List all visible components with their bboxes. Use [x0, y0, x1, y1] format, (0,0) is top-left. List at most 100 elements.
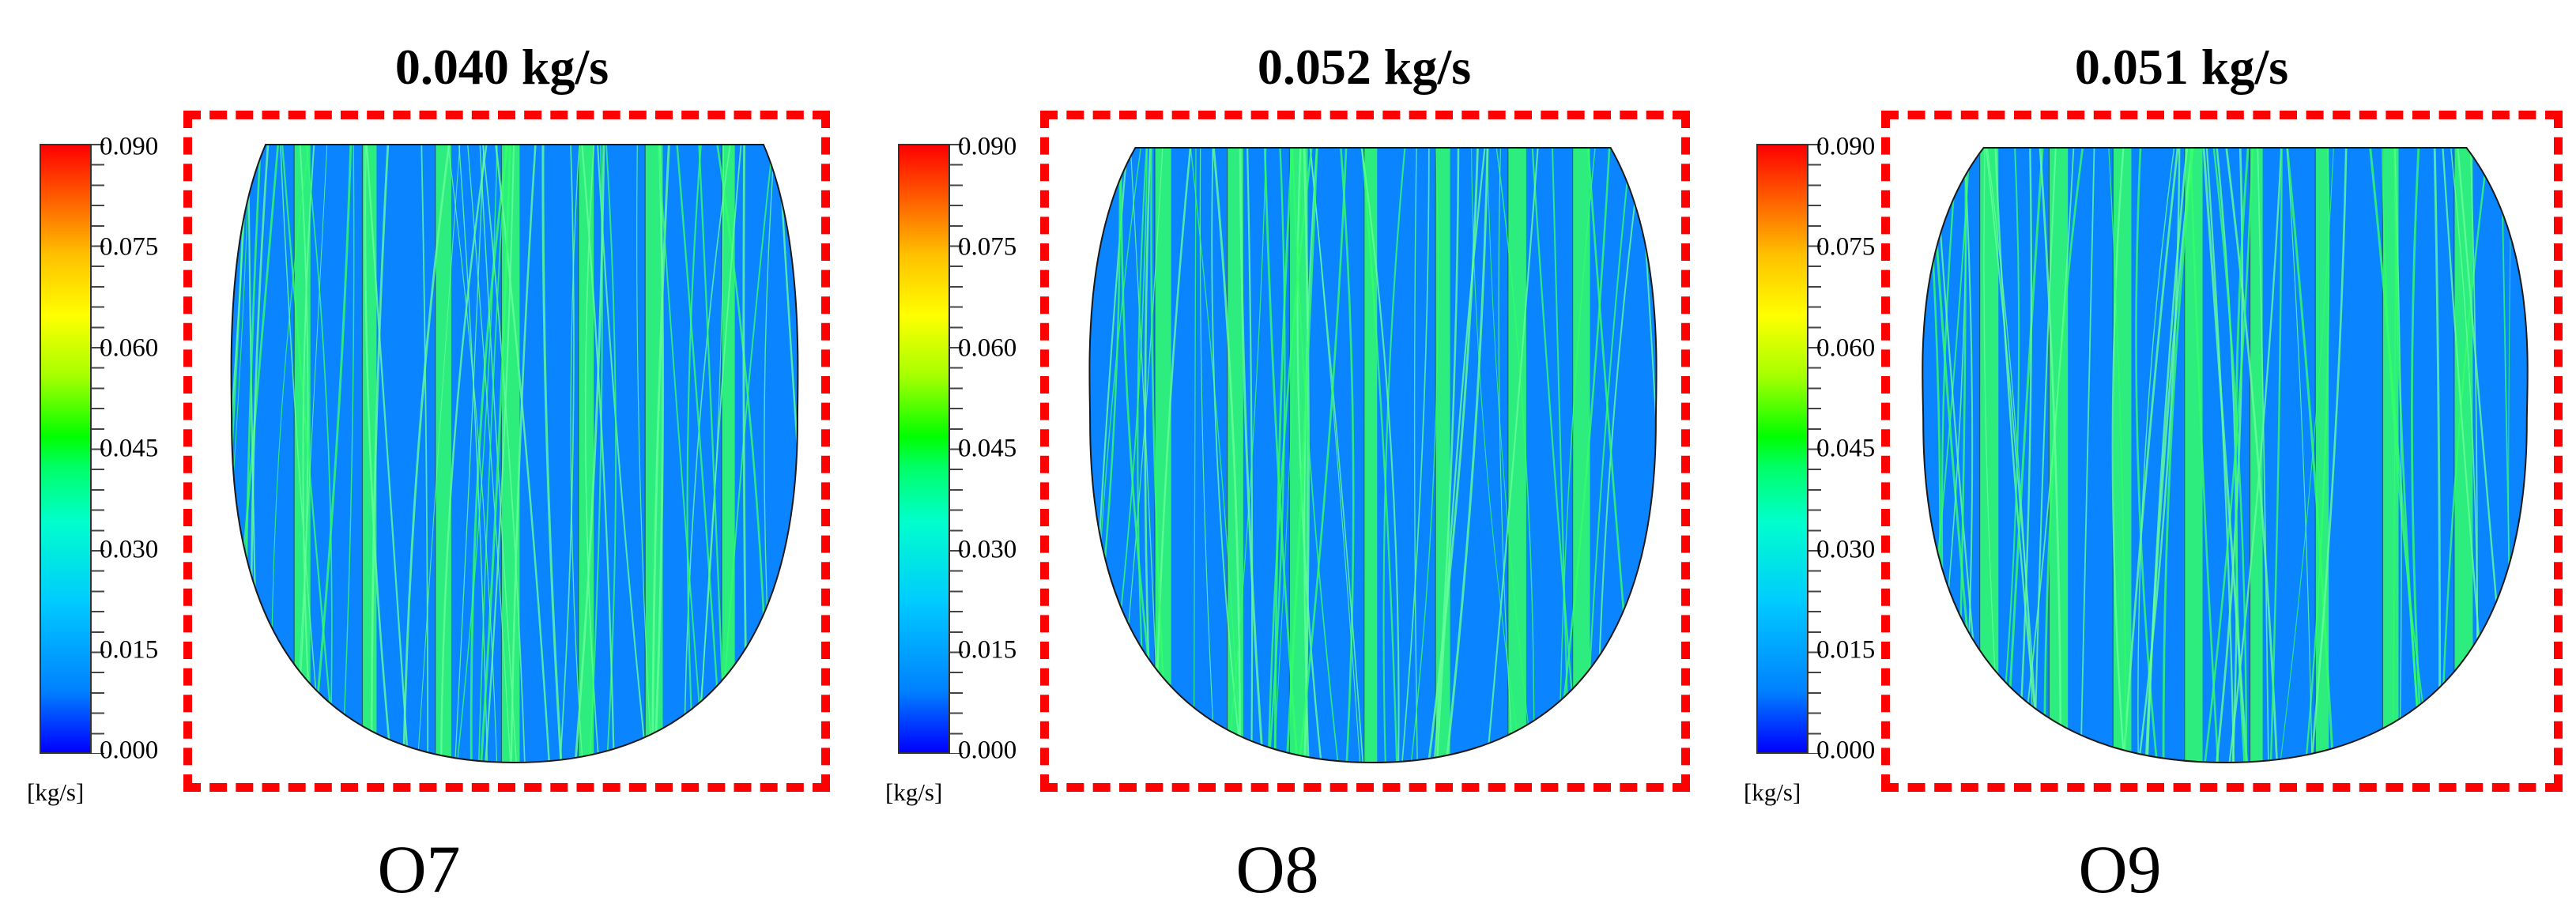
highlight-box — [1881, 111, 2563, 792]
colorbar-tick: 0.030 — [1816, 535, 1876, 564]
streamline — [2121, 148, 2179, 763]
streamline — [1554, 148, 1611, 763]
flow-channel — [1155, 148, 1171, 763]
colorbar-tick: 0.015 — [100, 635, 159, 665]
panel-label: O9 — [2078, 831, 2162, 907]
flow-channel — [1507, 148, 1526, 763]
streamline — [1435, 148, 1486, 763]
flow-rate-title: 0.040 kg/s — [394, 39, 609, 95]
streamline — [2257, 148, 2269, 763]
streamline — [370, 145, 390, 763]
field-outline — [230, 144, 799, 764]
streamline — [1213, 148, 1241, 763]
streamline — [470, 145, 509, 763]
field-outline — [1088, 147, 1658, 764]
flow-channel — [1363, 148, 1378, 763]
colorbar-tick: 0.000 — [100, 736, 159, 765]
flow-channel — [2315, 148, 2329, 763]
flow-channel — [1289, 148, 1308, 763]
streamline — [365, 145, 410, 763]
colorbar-tick: 0.090 — [1816, 132, 1876, 161]
streamline — [573, 145, 605, 763]
colorbar-tick: 0.075 — [1816, 232, 1876, 262]
panel-o9: 0.051 kg/s 0.090 0.075 0.060 0.045 0.030… — [1717, 0, 2575, 919]
streamline — [1432, 148, 1460, 763]
streamline — [341, 145, 355, 763]
flow-channel — [1572, 148, 1590, 763]
streamline — [2145, 148, 2189, 763]
streamline — [2411, 148, 2425, 763]
field-content — [231, 145, 798, 763]
colorbar-tick: 0.015 — [1816, 635, 1876, 665]
streamline — [1498, 148, 1515, 763]
flow-channel — [2184, 148, 2203, 763]
streamline — [1225, 148, 1267, 763]
streamline — [1651, 148, 1657, 763]
flow-field-o8 — [1088, 147, 1658, 764]
streamline — [2433, 148, 2442, 763]
streamline — [1558, 148, 1596, 763]
streamline — [1296, 148, 1324, 763]
streamline — [2018, 148, 2075, 763]
colorbar-tick-marks — [92, 144, 104, 754]
streamline — [402, 145, 451, 763]
streamline — [2227, 148, 2283, 763]
flow-channel — [2250, 148, 2263, 763]
streamline — [1239, 148, 1265, 763]
streamline — [1400, 148, 1430, 763]
streamline — [1273, 148, 1294, 763]
colorbar-tick-marks — [1808, 144, 1821, 754]
streamline — [1425, 148, 1479, 763]
flow-channel — [645, 145, 663, 763]
streamline — [2286, 148, 2313, 763]
streamline — [2309, 148, 2348, 763]
streamline — [1272, 148, 1303, 763]
colorbar-unit: [kg/s] — [27, 778, 85, 806]
flow-field-o7 — [230, 144, 799, 764]
streamline — [416, 145, 461, 763]
colorbar-tick: 0.075 — [100, 232, 159, 262]
colorbar — [40, 144, 92, 754]
streamline — [2080, 148, 2095, 763]
panel-label: O7 — [377, 831, 461, 907]
streamline — [1487, 148, 1536, 763]
streamline — [657, 145, 707, 763]
streamline — [454, 145, 485, 763]
streamline — [1552, 148, 1571, 763]
streamline — [2039, 148, 2062, 763]
streamline — [1190, 148, 1243, 763]
streamline — [2111, 148, 2126, 763]
streamline — [231, 145, 251, 763]
streamline — [1409, 148, 1439, 763]
streamline — [2004, 148, 2044, 763]
streamline — [305, 145, 333, 763]
streamline — [570, 145, 585, 763]
panel-label: O8 — [1235, 831, 1319, 907]
streamline — [2202, 148, 2250, 763]
streamline — [1531, 148, 1580, 763]
colorbar-tick: 0.000 — [1816, 736, 1876, 765]
streamline — [778, 145, 798, 763]
streamline — [636, 145, 654, 763]
streamline — [1340, 148, 1355, 763]
streamline — [1985, 148, 2041, 763]
streamline — [653, 145, 665, 763]
highlight-box — [183, 111, 830, 792]
field-content — [1089, 148, 1657, 763]
streamline — [467, 145, 512, 763]
streamline — [1296, 148, 1348, 763]
colorbar-tick: 0.090 — [958, 132, 1017, 161]
streamline — [1495, 148, 1535, 763]
streamline — [479, 145, 511, 763]
streamline — [2137, 148, 2175, 763]
colorbar-tick: 0.060 — [1816, 333, 1876, 363]
colorbar-tick: 0.045 — [100, 434, 159, 463]
streamline — [2277, 148, 2334, 763]
flow-field-o9 — [1922, 147, 2529, 764]
streamline — [510, 145, 537, 763]
colorbar-tick: 0.045 — [958, 434, 1017, 463]
streamline — [309, 145, 353, 763]
colorbar-tick: 0.045 — [1816, 434, 1876, 463]
streamline — [2394, 148, 2402, 763]
streamline — [477, 145, 507, 763]
